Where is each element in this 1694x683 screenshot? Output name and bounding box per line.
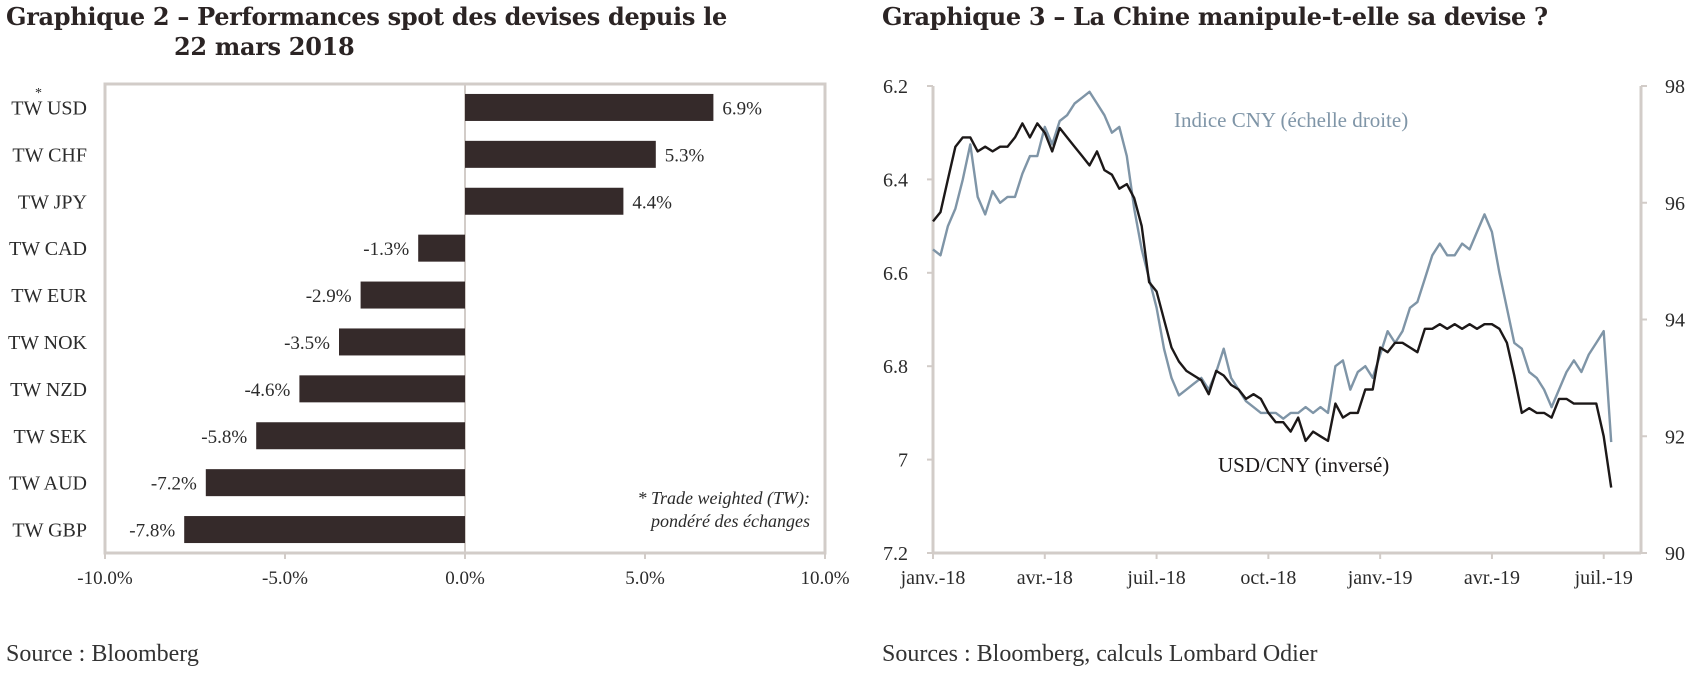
bar-tw-nok bbox=[339, 328, 465, 356]
value-label: -3.5% bbox=[284, 333, 330, 354]
right-y-tick-label: 90 bbox=[1665, 543, 1685, 565]
value-label: -4.6% bbox=[244, 380, 290, 401]
x-tick-label: 5.0% bbox=[625, 568, 665, 589]
x-tick-label: -5.0% bbox=[262, 568, 308, 589]
category-label: TW CHF bbox=[12, 144, 87, 166]
left-y-tick-label: 6.2 bbox=[883, 76, 908, 98]
category-label: TW GBP bbox=[12, 520, 87, 542]
bar-tw-cad bbox=[418, 234, 465, 262]
bar-tw-usd bbox=[465, 93, 714, 121]
right-y-tick-label: 98 bbox=[1665, 76, 1685, 98]
value-label: 5.3% bbox=[665, 145, 705, 166]
left-chart-title-line2: 22 mars 2018 bbox=[174, 32, 355, 61]
bar-tw-gbp bbox=[184, 516, 465, 544]
series-line-cny-index bbox=[932, 90, 1613, 443]
series-line-usdcny bbox=[932, 122, 1613, 488]
bar-chart: -10.0% -5.0% 0.0% 5.0% 10.0% TW USD 6.9% TW CHF… bbox=[8, 82, 850, 589]
left-chart-source: Source : Bloomberg bbox=[6, 641, 199, 667]
value-label: 6.9% bbox=[722, 98, 762, 119]
value-label: -2.9% bbox=[306, 286, 352, 307]
right-y-tick-label: 92 bbox=[1665, 426, 1685, 448]
value-label: -7.8% bbox=[129, 521, 175, 542]
left-y-tick-label: 6.4 bbox=[883, 169, 908, 191]
x-tick-label: janv.-19 bbox=[1347, 567, 1413, 589]
bar-tw-aud bbox=[205, 469, 466, 497]
left-y-tick-label: 7.2 bbox=[883, 543, 908, 565]
category-label: TW EUR bbox=[11, 285, 87, 307]
category-label: TW NOK bbox=[8, 332, 88, 354]
category-label: TW NZD bbox=[10, 379, 87, 401]
left-y-tick-label: 6.8 bbox=[883, 356, 908, 378]
x-tick-label: juil.-18 bbox=[1126, 567, 1185, 589]
x-tick-label: -10.0% bbox=[77, 568, 133, 589]
x-tick-label: janv.-18 bbox=[900, 567, 966, 589]
left-y-tick-label: 7 bbox=[898, 450, 908, 472]
value-label: -1.3% bbox=[363, 239, 409, 260]
category-label: TW SEK bbox=[13, 426, 87, 448]
x-tick-label: avr.-18 bbox=[1017, 567, 1073, 589]
bar-tw-nzd bbox=[299, 375, 465, 403]
category-label: TW USD bbox=[11, 97, 87, 119]
x-tick-label: 0.0% bbox=[445, 568, 485, 589]
x-tick-label: avr.-19 bbox=[1464, 567, 1520, 589]
category-label: TW AUD bbox=[9, 473, 87, 495]
category-label: TW CAD bbox=[9, 238, 87, 260]
series-label-usdcny: USD/CNY (inversé) bbox=[1218, 453, 1389, 477]
left-y-tick-label: 6.6 bbox=[883, 263, 908, 285]
right-chart-title: Graphique 3 – La Chine manipule-t-elle s… bbox=[882, 2, 1548, 31]
value-label: 4.4% bbox=[632, 192, 672, 213]
usd-footnote-marker: * bbox=[35, 86, 42, 101]
left-chart-title-line1: Graphique 2 – Performances spot des devi… bbox=[6, 2, 727, 31]
right-chart-source: Sources : Bloomberg, calculs Lombard Odi… bbox=[882, 641, 1318, 667]
value-label: -7.2% bbox=[151, 474, 197, 495]
right-y-tick-label: 94 bbox=[1665, 310, 1685, 332]
x-tick-label: 10.0% bbox=[800, 568, 849, 589]
x-tick-label: juil.-19 bbox=[1574, 567, 1633, 589]
bar-tw-jpy bbox=[465, 187, 624, 215]
footnote-line1: * Trade weighted (TW): bbox=[638, 488, 811, 509]
x-tick-label: oct.-18 bbox=[1240, 567, 1296, 589]
bar-tw-eur bbox=[360, 281, 465, 309]
value-label: -5.8% bbox=[201, 427, 247, 448]
footnote-line2: pondéré des échanges bbox=[649, 511, 810, 531]
line-chart: 6.2 6.4 6.6 6.8 7 7.2 90 92 94 96 98 janv.-18 avr.-1… bbox=[883, 76, 1685, 589]
bar-tw-chf bbox=[465, 140, 656, 168]
left-chart-title: Graphique 2 – Performances spot des devi… bbox=[6, 2, 727, 62]
right-y-tick-label: 96 bbox=[1665, 193, 1685, 215]
series-label-cny-index: Indice CNY (échelle droite) bbox=[1174, 108, 1408, 132]
bar-tw-sek bbox=[256, 422, 465, 450]
category-label: TW JPY bbox=[18, 191, 87, 213]
